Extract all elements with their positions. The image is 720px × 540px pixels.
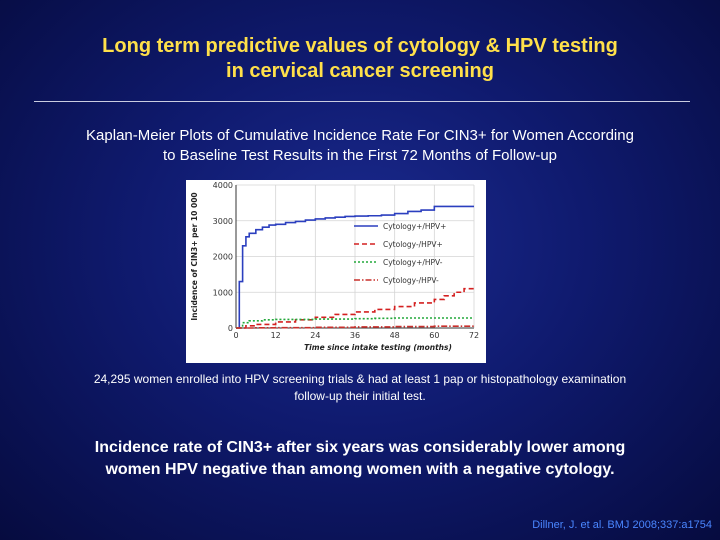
x-tick-label-5: 60	[429, 331, 439, 340]
chart-heading-line-1: Kaplan-Meier Plots of Cumulative Inciden…	[86, 127, 634, 144]
series-line-3	[236, 325, 475, 329]
slide-title-line-2: in cervical cancer screening	[226, 60, 494, 82]
x-tick-label-1: 12	[271, 331, 281, 340]
study-note-line-1: 24,295 women enrolled into HPV screening…	[93, 372, 627, 386]
kaplan-meier-svg: 0 12 24 36 48 60 72 0 1000 2000 3000 4000 Time since…	[190, 181, 479, 352]
series-line-0	[236, 205, 474, 329]
y-tick-label-2: 2000	[213, 253, 233, 262]
y-tick-label-1: 1000	[213, 288, 233, 297]
y-tick-label-4: 4000	[213, 181, 233, 190]
x-tick-label-6: 72	[469, 331, 479, 340]
legend-label-2: Cytology+/HPV-	[383, 258, 443, 267]
study-note-line-2: follow-up their initial test.	[294, 389, 426, 403]
series-line-1	[236, 287, 474, 329]
study-note: 24,295 women enrolled into HPV screening…	[20, 371, 700, 405]
x-tick-label-4: 48	[390, 331, 400, 340]
chart-heading: Kaplan-Meier Plots of Cumulative Inciden…	[10, 126, 710, 166]
x-tick-label-2: 24	[310, 331, 320, 340]
series-line-2	[236, 317, 474, 329]
conclusion-line-2: women HPV negative than among women with…	[105, 461, 615, 478]
title-divider	[34, 101, 690, 102]
x-axis-label: Time since intake testing (months)	[304, 343, 452, 352]
x-tick-label-3: 36	[350, 331, 360, 340]
slide-title-line-1: Long term predictive values of cytology …	[102, 35, 618, 57]
legend-label-0: Cytology+/HPV+	[383, 222, 446, 231]
y-tick-label-3: 3000	[213, 217, 233, 226]
conclusion-text: Incidence rate of CIN3+ after six years …	[10, 437, 710, 481]
x-tick-label-0: 0	[233, 331, 238, 340]
y-tick-label-0: 0	[228, 324, 233, 333]
legend-label-3: Cytology-/HPV-	[383, 276, 439, 285]
chart-heading-line-2: to Baseline Test Results in the First 72…	[162, 147, 558, 164]
citation[interactable]: Dillner, J. et al. BMJ 2008;337:a1754	[532, 519, 712, 531]
legend-label-1: Cytology-/HPV+	[383, 240, 443, 249]
conclusion-line-1: Incidence rate of CIN3+ after six years …	[94, 439, 626, 456]
y-axis-label: Incidence of CIN3+ per 10 000	[190, 192, 199, 320]
slide-title: Long term predictive values of cytology …	[0, 34, 720, 84]
kaplan-meier-chart: 0 12 24 36 48 60 72 0 1000 2000 3000 4000 Time since…	[186, 180, 486, 363]
